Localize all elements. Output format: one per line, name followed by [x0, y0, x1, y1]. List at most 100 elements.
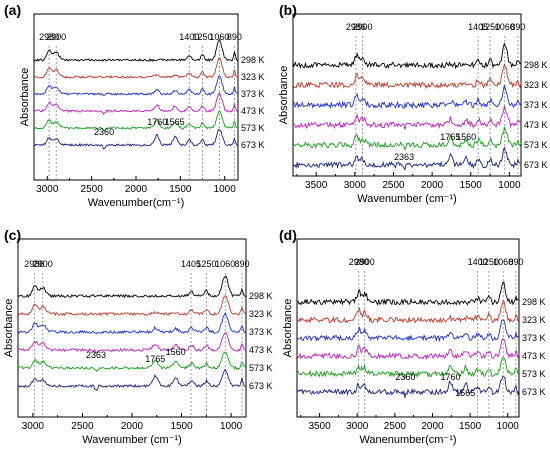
y-axis-label: Absorbance	[282, 299, 294, 358]
plot-frame	[292, 13, 522, 177]
series-line	[34, 75, 239, 97]
chart-panel-b: (b) Absorbance 3500 3000 2500 2000 1500 1000 Wav…	[278, 2, 548, 205]
peak-annotation: 1760	[147, 117, 167, 127]
series-line	[17, 275, 247, 299]
series-line	[33, 129, 239, 150]
peak-annotation: 1060	[209, 32, 229, 42]
x-tick-label: 1500	[170, 421, 193, 432]
peak-annotation: 1405	[468, 22, 488, 32]
peak-annotation: 2363	[86, 350, 106, 360]
series-label: 298 K	[249, 291, 273, 301]
peak-annotation: 1250	[480, 22, 500, 32]
peak-annotation: 2900	[46, 32, 66, 42]
series-line	[17, 311, 247, 335]
peak-annotation: 2980	[39, 32, 59, 42]
x-tick-label: 2000	[125, 184, 148, 195]
peak-annotation: 1560	[456, 132, 476, 142]
series-label: 573 K	[241, 123, 265, 133]
x-tick-label: 1000	[498, 180, 521, 191]
panel-label: (b)	[279, 2, 297, 18]
x-tick-label: 2500	[382, 180, 405, 191]
x-tick-label: 2500	[81, 184, 104, 195]
x-tick-label: 2500	[71, 421, 94, 432]
series-label: 323 K	[524, 80, 548, 90]
peak-annotation: 2363	[394, 152, 414, 162]
peak-annotation: 2900	[353, 22, 373, 32]
series-label: 573 K	[522, 369, 546, 379]
y-axis-label: Absorbance	[19, 68, 31, 127]
series-label: 673 K	[522, 387, 546, 397]
peak-annotation: 1400	[179, 32, 199, 42]
series-line	[17, 295, 247, 317]
series-line	[33, 38, 239, 62]
y-axis-label: Absorbance	[278, 66, 290, 125]
peak-annotation: 1565	[165, 117, 185, 127]
x-tick-label: 1500	[459, 421, 482, 432]
chart-panel-d: (d) Absorbance 3500 3000 2500 2000 1500 1000 Wan…	[279, 227, 546, 446]
series-line	[17, 351, 247, 373]
series-line	[296, 375, 520, 398]
peak-annotation: 1565	[455, 388, 475, 398]
peak-annotation: 1060	[215, 259, 235, 269]
peak-annotation: 890	[227, 32, 242, 42]
x-tick-label: 3500	[305, 180, 328, 191]
series-label: 473 K	[241, 106, 265, 116]
x-tick-label: 1500	[460, 180, 483, 191]
series-label: 373 K	[524, 100, 548, 110]
x-tick-label: 3500	[308, 421, 331, 432]
x-axis-label: Wanenumber(cm⁻¹)	[359, 434, 456, 446]
series-line	[296, 281, 520, 306]
peak-annotation: 2980	[349, 257, 369, 267]
peak-annotation: 2900	[33, 259, 53, 269]
panel-label: (c)	[4, 227, 21, 243]
series-label: 323 K	[241, 72, 265, 82]
x-axis-label: Wavenumber (cm⁻¹)	[82, 434, 182, 446]
series-line	[292, 62, 522, 89]
chart-panel-a: (a) Absorbance 3000 2500 2000 1500 1000 Wavenum…	[4, 2, 265, 209]
x-tick-label: 3000	[344, 180, 367, 191]
panel-c: (c) Absorbance 3000 2500 2000 1500 1000 Wavenum…	[0, 225, 275, 449]
peak-annotation: 1400	[468, 257, 488, 267]
x-axis-label: Wavenumber (cm⁻¹)	[357, 193, 457, 205]
series-label: 298 K	[522, 297, 546, 307]
x-tick-label: 1000	[220, 421, 243, 432]
series-line	[17, 368, 247, 391]
peak-annotation: 1250	[196, 259, 216, 269]
panel-d: (d) Absorbance 3500 3000 2500 2000 1500 1000 Wan…	[275, 225, 550, 449]
series-label: 373 K	[522, 333, 546, 343]
peak-annotation: 1765	[440, 132, 460, 142]
series-label: 323 K	[522, 315, 546, 325]
x-tick-label: 3000	[22, 421, 45, 432]
plot-frame	[296, 238, 520, 418]
peak-annotation: 1760	[441, 372, 461, 382]
series-line	[296, 319, 520, 343]
panel-a: (a) Absorbance 3000 2500 2000 1500 1000 Wavenum…	[0, 0, 275, 224]
x-axis-label: Wavenumber(cm⁻¹)	[88, 197, 184, 209]
series-line	[296, 300, 520, 324]
series-line	[33, 110, 239, 132]
peak-annotation: 1765	[145, 354, 165, 364]
y-axis-label: Absorbance	[3, 299, 15, 358]
x-tick-label: 3000	[346, 421, 369, 432]
x-tick-label: 1000	[214, 184, 237, 195]
chart-panel-c: (c) Absorbance 3000 2500 2000 1500 1000 Wavenum…	[3, 227, 273, 446]
series-line	[292, 105, 522, 130]
x-tick-label: 2500	[384, 421, 407, 432]
peak-annotation: 1060	[495, 22, 515, 32]
series-label: 573 K	[249, 363, 273, 373]
series-label: 673 K	[241, 140, 265, 150]
series-label: 473 K	[524, 120, 548, 130]
peak-annotation: 2900	[355, 257, 375, 267]
peak-annotation: 2360	[395, 372, 415, 382]
peak-annotation: 1250	[193, 32, 213, 42]
panel-b: (b) Absorbance 3500 3000 2500 2000 1500 1000 Wav…	[275, 0, 550, 224]
series-label: 473 K	[522, 351, 546, 361]
peak-annotation: 1250	[479, 257, 499, 267]
peak-annotation: 1405	[181, 259, 201, 269]
peak-annotation: 890	[508, 257, 523, 267]
panel-label: (a)	[4, 2, 21, 18]
peak-annotation: 1560	[166, 347, 186, 357]
series-label: 373 K	[249, 327, 273, 337]
series-line	[17, 332, 247, 354]
series-label: 673 K	[249, 381, 273, 391]
